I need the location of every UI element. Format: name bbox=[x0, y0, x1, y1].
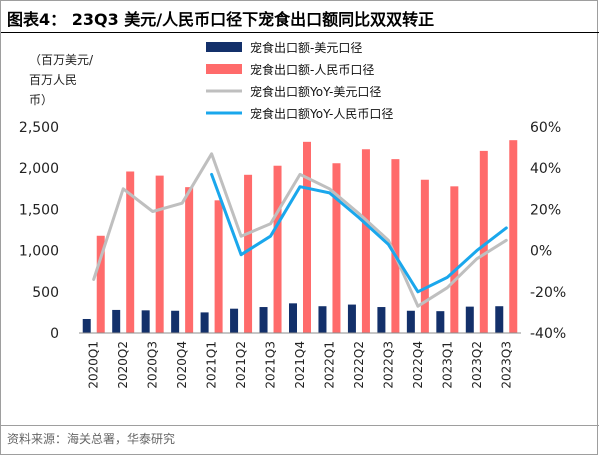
line-usd-yoy bbox=[92, 152, 508, 308]
bar-usd bbox=[465, 306, 474, 333]
left-axis-tick: 2,000 bbox=[19, 161, 59, 177]
bar-usd bbox=[82, 318, 91, 333]
bar-usd bbox=[259, 307, 268, 333]
source-note: 资料来源：海关总署，华泰研究 bbox=[7, 432, 176, 446]
right-axis-tick: 20% bbox=[530, 202, 561, 218]
chart-title: 图表4： 23Q3 美元/人民币口径下宠食出口额同比双双转正 bbox=[7, 10, 435, 29]
bar-cny bbox=[303, 141, 311, 333]
legend-label: 宠食出口额-美元口径 bbox=[250, 40, 362, 55]
bar-usd bbox=[200, 312, 209, 333]
bar-cny bbox=[214, 200, 223, 333]
bar-usd bbox=[171, 310, 180, 333]
right-axis-tick: -40% bbox=[530, 326, 566, 342]
legend-label: 宠食出口额-人民币口径 bbox=[250, 62, 374, 77]
left-axis-tick: 2,500 bbox=[19, 120, 59, 136]
bar-cny bbox=[96, 235, 105, 333]
x-axis-tick: 2022Q3 bbox=[381, 341, 395, 389]
bar-cny bbox=[332, 163, 341, 333]
x-axis-tick: 2023Q3 bbox=[499, 341, 513, 389]
bar-cny bbox=[244, 174, 253, 333]
bar-usd bbox=[289, 303, 297, 333]
left-axis-tick: 500 bbox=[32, 285, 59, 301]
bar-usd bbox=[141, 310, 150, 333]
source-divider bbox=[1, 425, 599, 426]
x-axis-tick: 2021Q1 bbox=[205, 341, 219, 389]
left-axis-tick: 1,500 bbox=[19, 202, 59, 218]
bar-cny bbox=[155, 175, 164, 333]
bar-cny bbox=[391, 159, 400, 333]
bar-usd bbox=[495, 306, 504, 333]
bar-cny bbox=[273, 165, 282, 333]
right-axis-tick: 0% bbox=[530, 244, 552, 260]
title-divider bbox=[1, 32, 599, 33]
line-cny-yoy bbox=[210, 172, 508, 294]
bar-usd bbox=[406, 310, 415, 333]
x-axis-tick: 2022Q4 bbox=[411, 341, 425, 389]
bar-cny bbox=[479, 150, 488, 333]
left-axis-unit-label: （百万美元/ bbox=[29, 53, 94, 67]
legend-label: 宠食出口额YoY-人民币口径 bbox=[250, 106, 393, 121]
right-axis-tick: 40% bbox=[530, 161, 561, 177]
bar-cny bbox=[450, 186, 459, 333]
x-axis-tick: 2020Q2 bbox=[116, 341, 130, 389]
x-axis-tick: 2022Q2 bbox=[352, 341, 366, 389]
x-axis-tick: 2021Q4 bbox=[293, 341, 307, 389]
x-axis-tick: 2021Q3 bbox=[264, 341, 278, 389]
right-axis-tick: -20% bbox=[530, 285, 566, 301]
x-axis-tick: 2023Q2 bbox=[470, 341, 484, 389]
bar-cny bbox=[185, 187, 194, 333]
legend-label: 宠食出口额YoY-美元口径 bbox=[250, 84, 381, 99]
bar-cny bbox=[420, 179, 429, 333]
bar-usd bbox=[377, 307, 386, 333]
left-axis-unit-label: 币） bbox=[29, 93, 53, 107]
right-axis-tick: 60% bbox=[530, 120, 561, 136]
x-axis-tick: 2020Q4 bbox=[175, 341, 189, 389]
bar-usd bbox=[318, 306, 327, 333]
bar-usd bbox=[347, 304, 356, 333]
bar-usd bbox=[436, 311, 445, 333]
left-axis-tick: 0 bbox=[50, 326, 59, 342]
left-axis-tick: 1,000 bbox=[19, 244, 59, 260]
bar-usd bbox=[112, 309, 121, 333]
left-axis-unit-label: 百万人民 bbox=[29, 73, 77, 87]
legend-swatch bbox=[206, 64, 242, 74]
x-axis-tick: 2020Q1 bbox=[87, 341, 101, 389]
bar-cny bbox=[509, 140, 518, 333]
bar-cny bbox=[126, 171, 135, 333]
x-axis-tick: 2020Q3 bbox=[146, 341, 160, 389]
bar-usd bbox=[230, 308, 239, 333]
x-axis-tick: 2021Q2 bbox=[234, 341, 248, 389]
bar-cny bbox=[361, 149, 370, 333]
x-axis-tick: 2022Q1 bbox=[322, 341, 336, 389]
legend-swatch bbox=[206, 42, 242, 52]
x-axis-tick: 2023Q1 bbox=[440, 341, 454, 389]
